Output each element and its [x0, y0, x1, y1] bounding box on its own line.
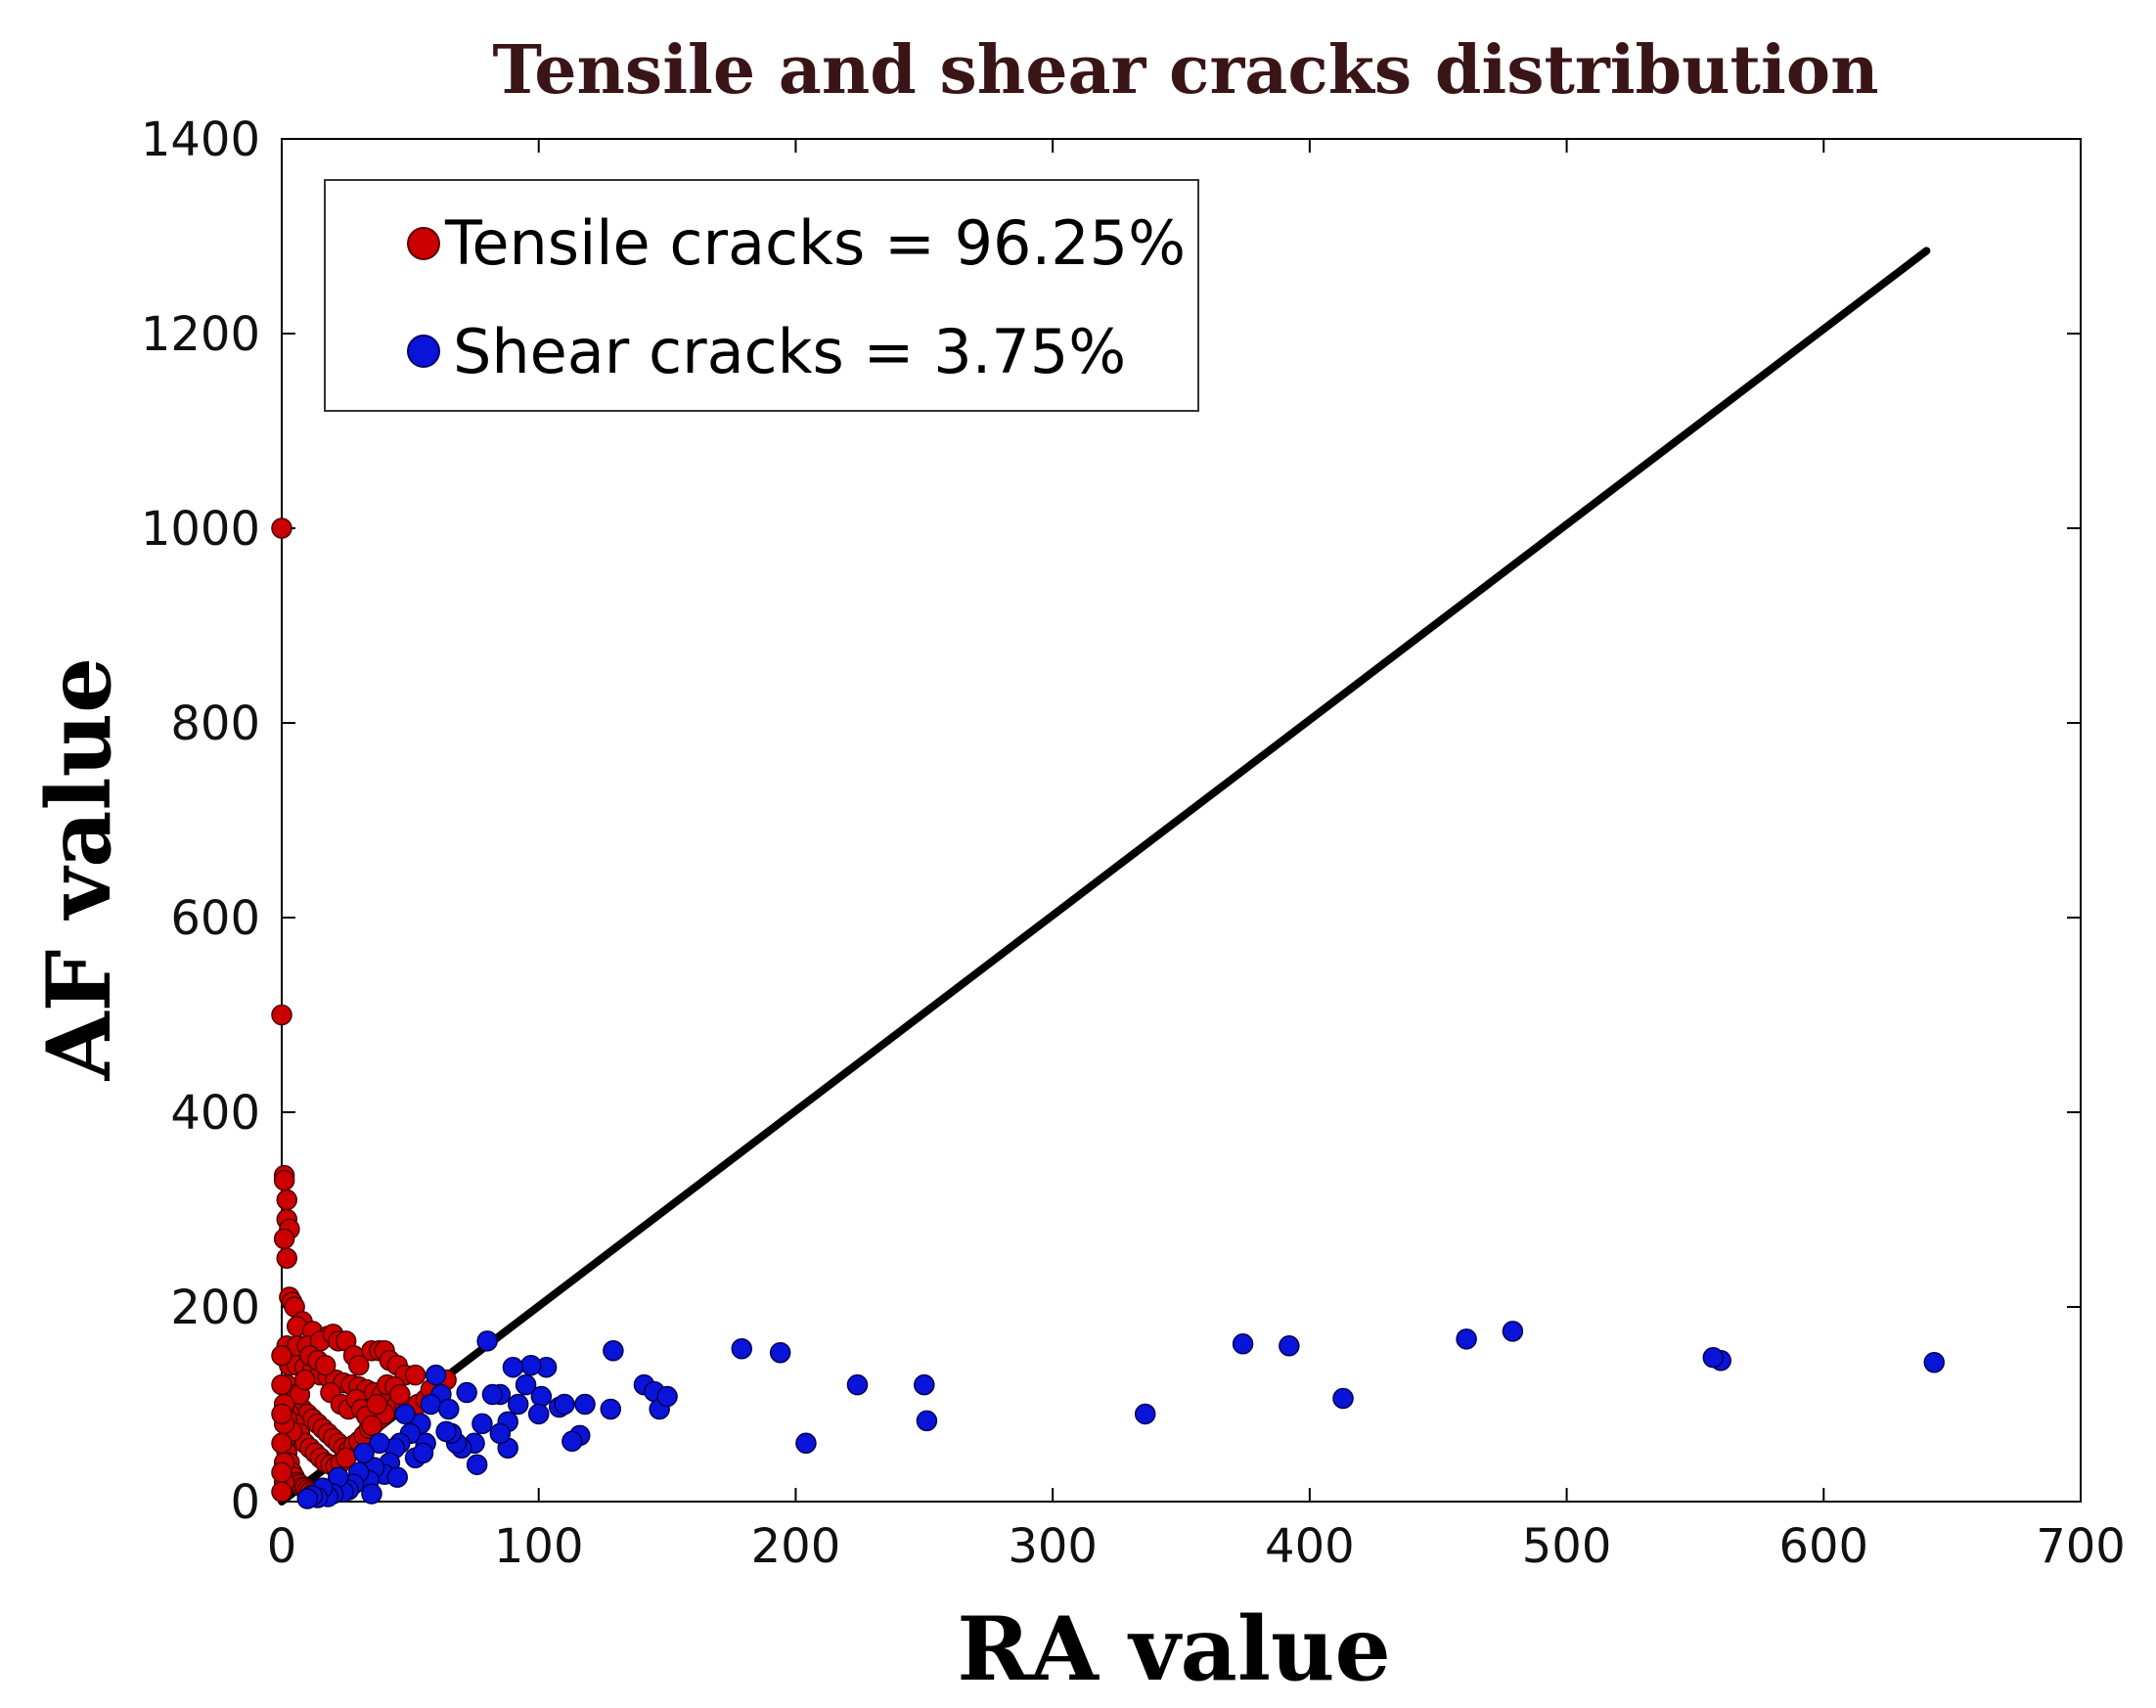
shear-crack-point — [603, 1340, 624, 1362]
shear-crack-point — [435, 1420, 457, 1443]
tensile-crack-point — [276, 1247, 298, 1269]
tensile-crack-point — [293, 1369, 316, 1391]
x-tick-label: 600 — [1778, 1519, 1868, 1574]
y-tick-label: 1400 — [141, 112, 260, 167]
x-tick-label: 100 — [494, 1519, 584, 1574]
shear-crack-point — [420, 1393, 442, 1416]
shear-crack-point — [527, 1403, 550, 1425]
y-tick-label: 0 — [230, 1475, 260, 1530]
tensile-crack-point — [271, 1403, 292, 1425]
shear-crack-point — [515, 1373, 537, 1396]
shear-crack-point — [600, 1398, 622, 1420]
shear-crack-point — [353, 1442, 375, 1463]
tensile-shear-boundary-line — [278, 247, 1931, 1506]
tensile-crack-point — [366, 1393, 387, 1416]
tensile-crack-point — [273, 1169, 295, 1191]
y-tick-label: 1200 — [141, 307, 260, 362]
shear-crack-point — [561, 1430, 583, 1453]
legend-label-tensile: Tensile cracks = 96.25% — [444, 207, 1186, 279]
shear-crack-point — [1702, 1346, 1725, 1369]
shear-crack-point — [1232, 1333, 1254, 1355]
shear-crack-point — [731, 1338, 753, 1360]
shear-crack-point — [1456, 1328, 1477, 1350]
shear-crack-point — [554, 1393, 575, 1416]
shear-crack-point — [472, 1413, 493, 1435]
x-tick-label: 700 — [2036, 1519, 2126, 1574]
shear-crack-point — [1279, 1335, 1300, 1357]
legend: Tensile cracks = 96.25% Shear cracks = 3… — [324, 179, 1199, 412]
y-tick-label: 800 — [170, 697, 260, 751]
shear-crack-point — [481, 1383, 504, 1406]
shear-crack-point — [1502, 1321, 1524, 1342]
shear-crack-point — [489, 1422, 512, 1445]
y-tick-label: 200 — [170, 1281, 260, 1335]
x-tick-label: 500 — [1522, 1519, 1612, 1574]
shear-crack-point — [916, 1410, 938, 1432]
shear-crack-point — [507, 1393, 529, 1416]
shear-crack-point — [369, 1432, 390, 1455]
shear-crack-point — [520, 1354, 542, 1376]
shear-crack-point — [1923, 1351, 1946, 1373]
chart-title: Tensile and shear cracks distribution — [492, 31, 1878, 110]
legend-marker-shear — [407, 335, 440, 368]
shear-crack-point — [1332, 1387, 1354, 1410]
tensile-crack-point — [271, 1345, 292, 1367]
tensile-crack-point — [271, 517, 292, 539]
tensile-crack-point — [273, 1228, 295, 1250]
shear-crack-point — [394, 1403, 416, 1425]
tensile-crack-point — [276, 1189, 298, 1211]
tensile-crack-point — [271, 1481, 292, 1503]
x-axis-label: RA value — [957, 1597, 1390, 1701]
shear-crack-point — [296, 1488, 319, 1509]
shear-crack-point — [412, 1442, 434, 1463]
tensile-crack-point — [271, 1004, 292, 1026]
x-tick-labels: 0 100 200 300 400 500 600 700 — [267, 1519, 2126, 1574]
x-tick-label: 200 — [751, 1519, 841, 1574]
tensile-crack-point — [271, 1432, 292, 1455]
tensile-crack-point — [271, 1373, 292, 1396]
y-tick-label: 400 — [170, 1086, 260, 1141]
shear-crack-point — [466, 1454, 488, 1475]
shear-crack-point — [361, 1483, 382, 1505]
x-tick-label: 300 — [1008, 1519, 1098, 1574]
shear-crack-point — [456, 1381, 477, 1404]
shear-crack-point — [1134, 1403, 1156, 1425]
tensile-crack-point — [271, 1461, 292, 1483]
tensile-crack-point — [361, 1415, 382, 1437]
shear-crack-point — [795, 1432, 817, 1455]
y-axis-label: AF value — [27, 657, 131, 1082]
shear-crack-point — [769, 1342, 791, 1364]
shear-crack-point — [438, 1398, 460, 1420]
shear-cracks-series — [296, 1321, 1946, 1509]
tensile-cracks-series — [271, 517, 457, 1505]
legend-label-shear: Shear cracks = 3.75% — [453, 316, 1126, 387]
tensile-crack-point — [314, 1354, 337, 1376]
tensile-crack-point — [389, 1383, 411, 1406]
shear-crack-point — [914, 1373, 935, 1396]
shear-crack-point — [425, 1364, 447, 1386]
legend-box — [324, 179, 1199, 412]
y-tick-labels: 0 200 400 600 800 1000 1200 1400 — [141, 112, 260, 1530]
legend-marker-tensile — [407, 227, 440, 260]
shear-crack-point — [502, 1356, 524, 1378]
shear-crack-point — [386, 1466, 408, 1488]
y-tick-label: 600 — [170, 891, 260, 946]
tensile-crack-point — [404, 1364, 427, 1386]
tensile-crack-point — [348, 1354, 370, 1376]
shear-crack-point — [656, 1385, 678, 1408]
shear-crack-point — [476, 1330, 498, 1352]
x-tick-label: 400 — [1265, 1519, 1355, 1574]
shear-crack-point — [574, 1393, 596, 1416]
y-tick-label: 1000 — [141, 502, 260, 557]
shear-crack-point — [846, 1373, 869, 1396]
x-tick-label: 0 — [267, 1519, 297, 1574]
